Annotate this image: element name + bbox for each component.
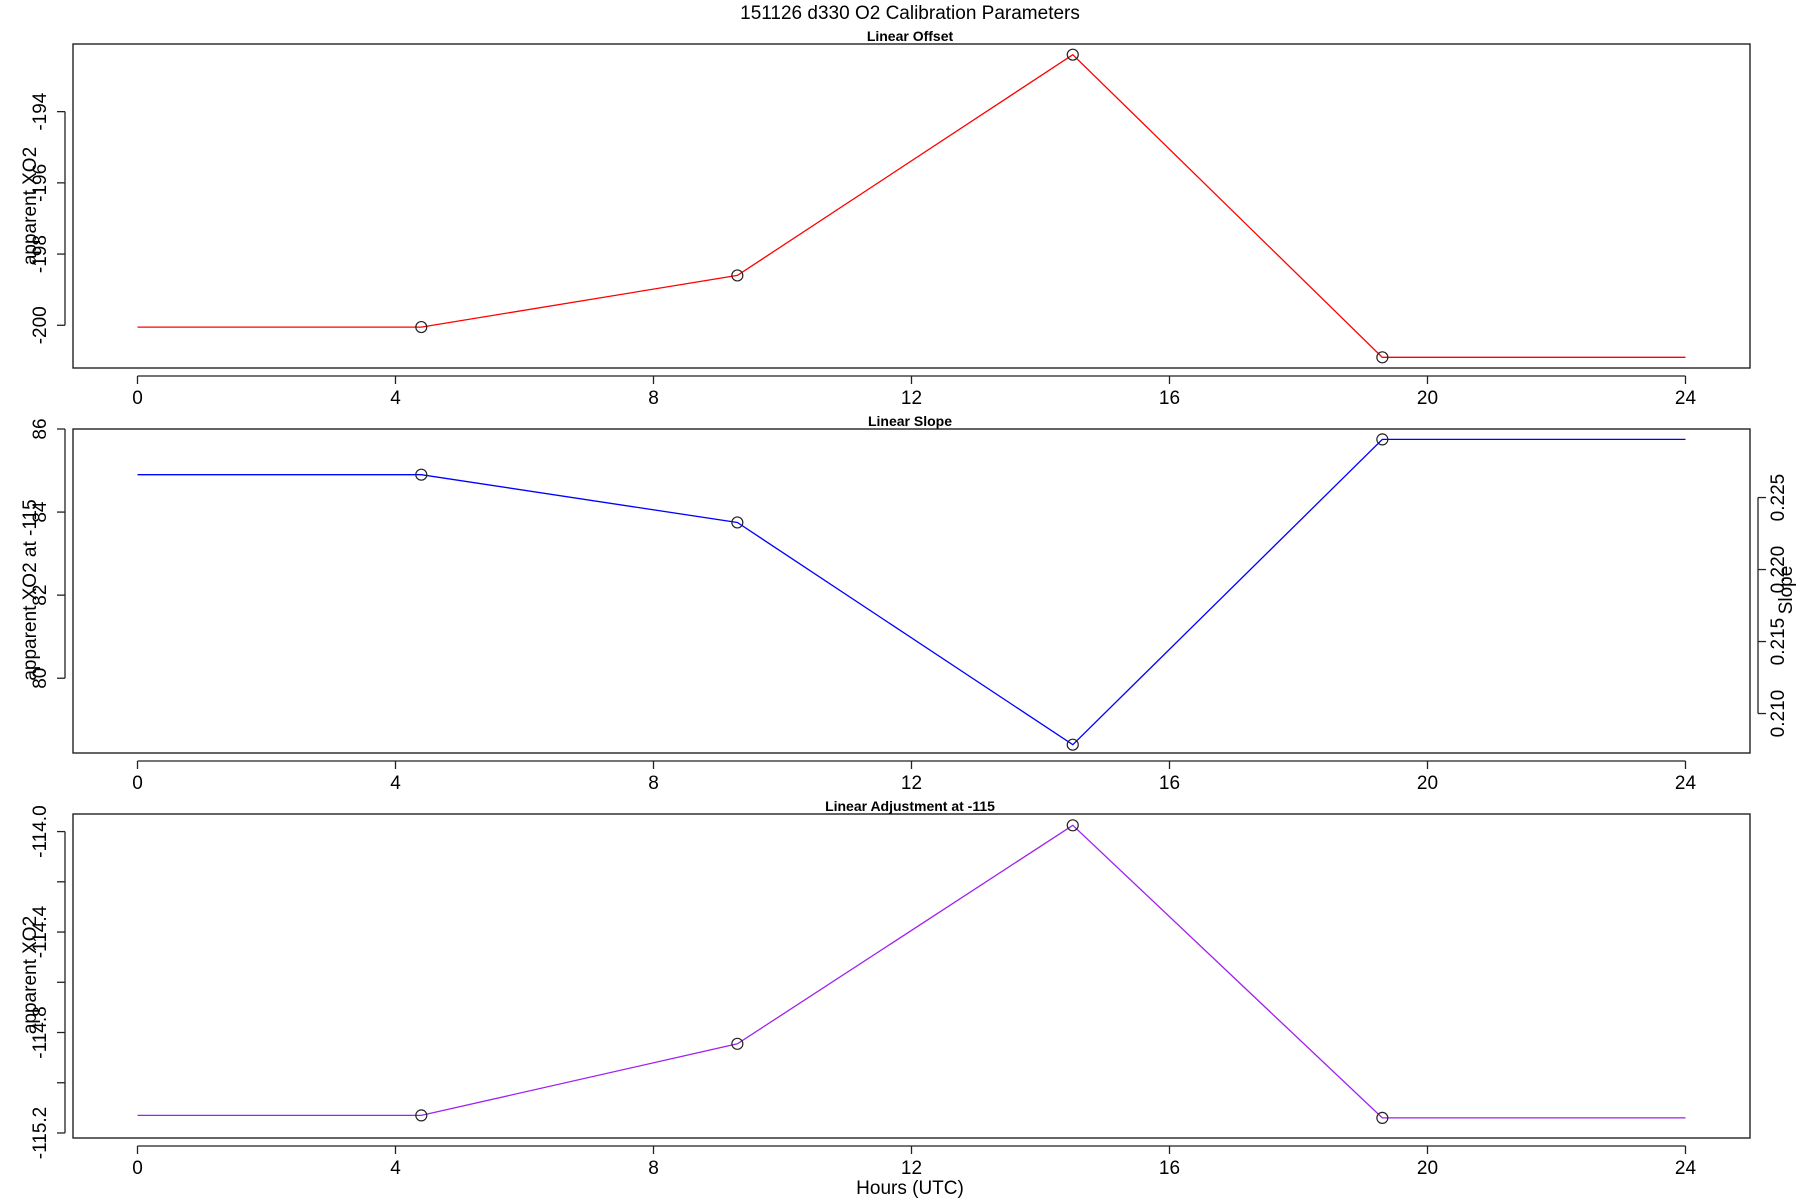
plot-frame [72,428,1751,754]
x-tick-label: 12 [901,388,922,409]
plot-frame [72,813,1751,1139]
y2-tick-label: 0.210 [1768,690,1789,738]
y2-axis-label: Slope [1776,566,1797,615]
x-tick-label: 12 [901,773,922,794]
x-tick-label: 24 [1675,388,1697,409]
y-tick-label: -114.8 [30,1006,51,1058]
x-tick-label: 4 [390,1158,401,1179]
x-tick-label: 0 [132,388,143,409]
y-tick-label: 86 [30,418,51,439]
x-tick-label: 0 [132,1158,143,1179]
panel-title: Linear Offset [867,28,954,44]
x-tick-label: 24 [1675,773,1697,794]
x-tick-label: 8 [648,773,659,794]
figure-title: 151126 d330 O2 Calibration Parameters [740,3,1080,24]
panel-linear-offset: Linear Offset apparent XO2 0 4 8 12 16 20 24 -2… [20,28,1751,409]
panel-linear-adjustment: Linear Adjustment at -115 apparent XO2 0… [20,798,1751,1179]
data-point [415,468,428,481]
x-tick-label: 20 [1417,773,1438,794]
y-tick-label: -115.2 [30,1107,51,1159]
y-axis-label: apparent XO2 [20,916,41,1034]
y-tick-label: -198 [30,235,51,273]
data-point [415,1109,428,1122]
data-point [731,516,744,529]
data-point [1376,351,1389,364]
x-tick-label: 4 [390,388,401,409]
panel-title: Linear Slope [868,413,952,429]
x-tick-label: 8 [648,388,659,409]
data-point [731,269,744,282]
x-tick-label: 16 [1159,773,1180,794]
y2-tick-label: 0.220 [1768,546,1789,594]
x-tick-label: 20 [1417,388,1438,409]
y-axis-label: apparent XO2 at -115 [20,499,41,680]
x-tick-label: 20 [1417,1158,1438,1179]
x-tick-label: 8 [648,1158,659,1179]
y-tick-label: -114.0 [30,805,51,857]
data-point [1376,433,1389,446]
panel-linear-slope: Linear Slope apparent XO2 at -115 Slope … [20,413,1797,794]
data-point [1066,819,1079,832]
panel-title: Linear Adjustment at -115 [825,798,995,814]
series-line [137,53,1686,358]
y-tick-label: -200 [30,306,51,344]
series-line [137,824,1686,1119]
x-tick-label: 0 [132,773,143,794]
y-tick-label: 84 [30,501,51,523]
y-tick-label: -114.4 [30,905,51,958]
x-tick-label: 16 [1159,1158,1180,1179]
x-tick-label: 16 [1159,388,1180,409]
y2-tick-label: 0.215 [1768,618,1789,666]
series-line [137,438,1686,746]
data-point [1066,738,1079,751]
y-tick-label: -194 [30,92,51,130]
data-point [415,320,428,334]
y-axis-label: apparent XO2 [20,147,41,265]
data-point [1376,1111,1389,1125]
y-tick-label: 82 [30,585,51,606]
x-tick-label: 4 [390,773,401,794]
x-tick-label: 24 [1675,1158,1697,1179]
x-axis-label: Hours (UTC) [856,1178,964,1199]
data-point [731,1037,744,1050]
data-point [1066,48,1079,61]
y-tick-label: -196 [30,164,51,202]
plot-frame [72,43,1751,369]
x-tick-label: 12 [901,1158,922,1179]
y2-tick-label: 0.225 [1768,474,1789,522]
y-tick-label: 80 [30,668,51,689]
